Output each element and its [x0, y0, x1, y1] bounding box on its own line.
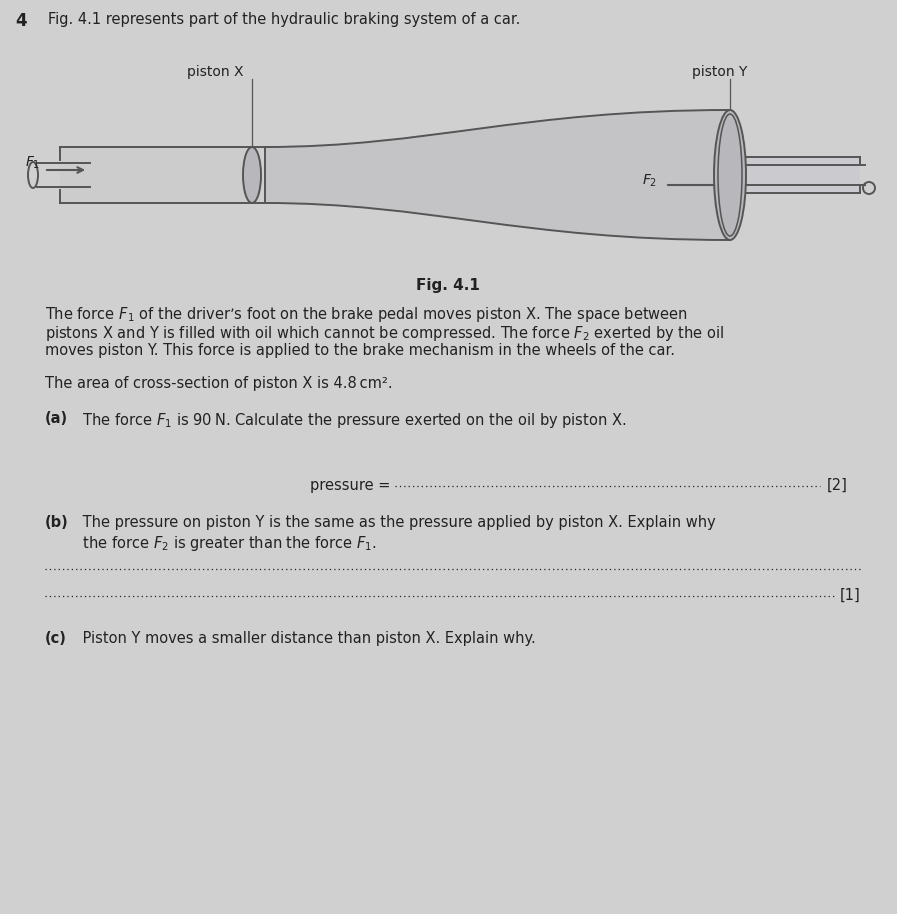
Text: $F_1$: $F_1$ [25, 155, 40, 172]
Text: [1]: [1] [840, 588, 861, 603]
Text: 4: 4 [15, 12, 27, 30]
Text: pistons X and Y is filled with oil which cannot be compressed. The force $F_2$ e: pistons X and Y is filled with oil which… [45, 324, 724, 343]
FancyBboxPatch shape [60, 148, 260, 202]
Text: (c): (c) [45, 631, 67, 646]
Text: [2]: [2] [827, 478, 848, 493]
Text: Fig. 4.1: Fig. 4.1 [416, 278, 480, 293]
Text: pressure =: pressure = [310, 478, 395, 493]
Text: moves piston Y. This force is applied to the brake mechanism in the wheels of th: moves piston Y. This force is applied to… [45, 343, 675, 358]
Text: the force $F_2$ is greater than the force $F_1$.: the force $F_2$ is greater than the forc… [78, 534, 377, 553]
Text: Piston Y moves a smaller distance than piston X. Explain why.: Piston Y moves a smaller distance than p… [78, 631, 536, 646]
Text: piston Y: piston Y [692, 65, 748, 79]
Text: piston X: piston X [187, 65, 243, 79]
Text: (a): (a) [45, 411, 68, 426]
Ellipse shape [243, 147, 261, 203]
Text: Fig. 4.1 represents part of the hydraulic braking system of a car.: Fig. 4.1 represents part of the hydrauli… [48, 12, 520, 27]
Text: The force $F_1$ is 90 N. Calculate the pressure exerted on the oil by piston X.: The force $F_1$ is 90 N. Calculate the p… [78, 411, 626, 430]
Ellipse shape [714, 110, 746, 240]
Bar [730, 158, 860, 192]
Text: (b): (b) [45, 515, 69, 530]
Polygon shape [265, 110, 730, 240]
Text: The force $F_1$ of the driver’s foot on the brake pedal moves piston X. The spac: The force $F_1$ of the driver’s foot on … [45, 305, 688, 324]
Text: $F_2$: $F_2$ [641, 173, 657, 189]
Text: The area of cross-section of piston X is 4.8 cm².: The area of cross-section of piston X is… [45, 376, 393, 391]
Text: The pressure on piston Y is the same as the pressure applied by piston X. Explai: The pressure on piston Y is the same as … [78, 515, 716, 530]
Ellipse shape [28, 162, 38, 188]
